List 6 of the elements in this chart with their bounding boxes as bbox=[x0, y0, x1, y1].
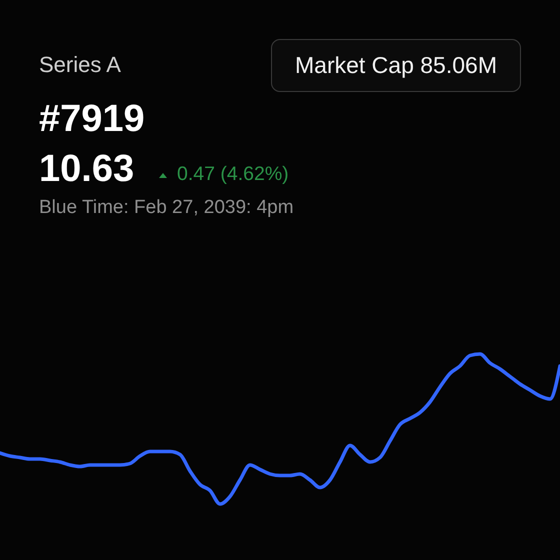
text: 10.63 bbox=[39, 148, 134, 190]
chart-subtitle: #7919 bbox=[39, 98, 145, 140]
chart-title: Series A bbox=[39, 52, 121, 77]
text: 0.47 (4.62%) bbox=[177, 163, 289, 185]
badge: Market Cap 85.06M bbox=[271, 39, 521, 92]
text: Blue Time: Feb 27, 2039: 4pm bbox=[39, 197, 294, 218]
